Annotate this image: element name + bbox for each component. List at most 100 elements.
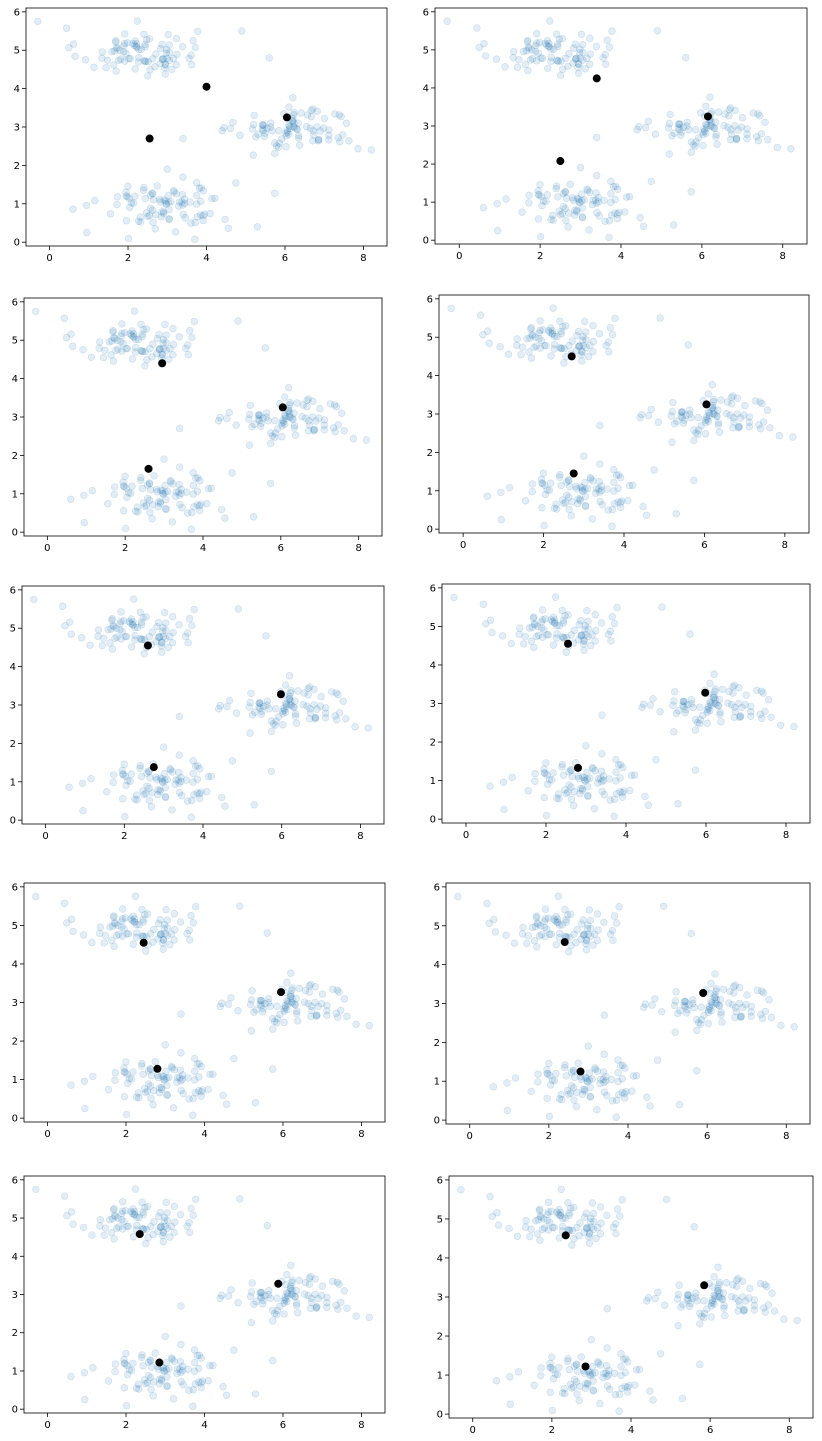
observation-point bbox=[293, 125, 301, 133]
observation-point bbox=[510, 939, 519, 947]
observation-point bbox=[763, 406, 772, 414]
observation-point bbox=[162, 346, 171, 355]
observation-point bbox=[331, 401, 339, 409]
observation-point bbox=[730, 713, 738, 722]
observation-point bbox=[283, 997, 291, 1005]
observation-point bbox=[537, 54, 545, 62]
observation-point bbox=[537, 192, 545, 201]
observation-point bbox=[156, 44, 165, 53]
observation-point bbox=[589, 1209, 598, 1218]
observation-point bbox=[107, 1228, 116, 1237]
observation-point bbox=[156, 786, 164, 794]
observation-point bbox=[710, 994, 719, 1002]
observation-point bbox=[674, 707, 683, 715]
observation-point bbox=[110, 912, 118, 920]
observation-point bbox=[596, 460, 604, 468]
observation-point bbox=[331, 110, 339, 118]
observation-point bbox=[685, 1001, 693, 1009]
observation-point bbox=[109, 778, 118, 787]
observation-point bbox=[155, 633, 163, 642]
observation-point bbox=[263, 929, 271, 937]
observation-point bbox=[58, 602, 67, 610]
observation-point bbox=[139, 1361, 147, 1370]
observation-point bbox=[130, 199, 138, 207]
observation-point bbox=[157, 642, 165, 650]
observation-point bbox=[160, 1075, 168, 1083]
observation-point bbox=[780, 1315, 788, 1323]
observation-point bbox=[502, 195, 510, 203]
observation-point bbox=[702, 129, 710, 137]
observation-point bbox=[533, 622, 542, 631]
observation-point bbox=[161, 1332, 169, 1341]
observation-point bbox=[732, 1007, 740, 1016]
observation-point bbox=[188, 60, 196, 69]
observation-point bbox=[573, 925, 581, 934]
observation-point bbox=[790, 722, 798, 731]
observation-point bbox=[131, 192, 139, 200]
observation-point bbox=[134, 508, 142, 516]
observation-point bbox=[592, 199, 601, 208]
observation-point bbox=[163, 1373, 171, 1381]
observation-point bbox=[656, 314, 664, 322]
observation-point bbox=[263, 124, 271, 133]
observation-point bbox=[133, 929, 141, 937]
observation-point bbox=[602, 1091, 611, 1100]
observation-point bbox=[552, 1069, 560, 1078]
observation-point bbox=[287, 992, 295, 1000]
observation-point bbox=[616, 503, 625, 512]
observation-point bbox=[535, 335, 543, 343]
observation-point bbox=[688, 1294, 696, 1303]
observation-point bbox=[249, 513, 258, 521]
observation-point bbox=[290, 119, 298, 127]
observation-point bbox=[579, 931, 588, 939]
observation-point bbox=[766, 424, 774, 432]
observation-point bbox=[454, 892, 462, 901]
observation-point bbox=[727, 400, 736, 408]
observation-points bbox=[30, 595, 372, 821]
observation-point bbox=[280, 706, 288, 714]
observation-point bbox=[571, 206, 579, 214]
observation-point bbox=[311, 714, 319, 722]
observation-point bbox=[146, 774, 154, 782]
y-tick-label: 2 bbox=[14, 161, 20, 172]
observation-point bbox=[570, 930, 578, 938]
observation-point bbox=[234, 1006, 242, 1015]
observation-point bbox=[710, 699, 719, 707]
observation-point bbox=[110, 334, 119, 343]
observation-point bbox=[611, 314, 619, 323]
observation-point bbox=[620, 787, 628, 795]
observation-point bbox=[607, 211, 616, 219]
observation-point bbox=[142, 1088, 150, 1097]
observation-point bbox=[126, 54, 135, 63]
observation-point bbox=[597, 486, 606, 495]
observation-point bbox=[714, 108, 723, 116]
observation-point bbox=[528, 623, 536, 631]
observation-point bbox=[367, 146, 375, 154]
observation-point bbox=[510, 47, 518, 56]
observation-point bbox=[543, 64, 552, 73]
observation-point bbox=[150, 1378, 158, 1386]
observation-point bbox=[163, 1209, 172, 1217]
observation-point bbox=[141, 347, 150, 356]
observation-point bbox=[694, 426, 703, 434]
observation-point bbox=[252, 1297, 260, 1306]
observation-point bbox=[188, 333, 196, 342]
observation-point bbox=[152, 50, 160, 58]
observation-point bbox=[224, 1292, 233, 1300]
observation-point bbox=[685, 126, 693, 134]
observation-point bbox=[143, 1202, 152, 1211]
observation-point bbox=[163, 1224, 172, 1232]
observation-point bbox=[189, 1385, 197, 1394]
observation-point bbox=[234, 1298, 242, 1307]
observation-point bbox=[681, 1002, 689, 1011]
observation-point bbox=[66, 495, 75, 503]
y-tick-label: 3 bbox=[427, 410, 433, 421]
observation-point bbox=[706, 93, 714, 101]
observation-point bbox=[149, 196, 158, 204]
observation-point bbox=[712, 412, 721, 420]
observation-point bbox=[594, 774, 603, 783]
observation-point bbox=[561, 611, 569, 620]
observation-point bbox=[707, 122, 716, 131]
observation-point bbox=[543, 780, 552, 788]
observation-point bbox=[147, 1071, 156, 1080]
